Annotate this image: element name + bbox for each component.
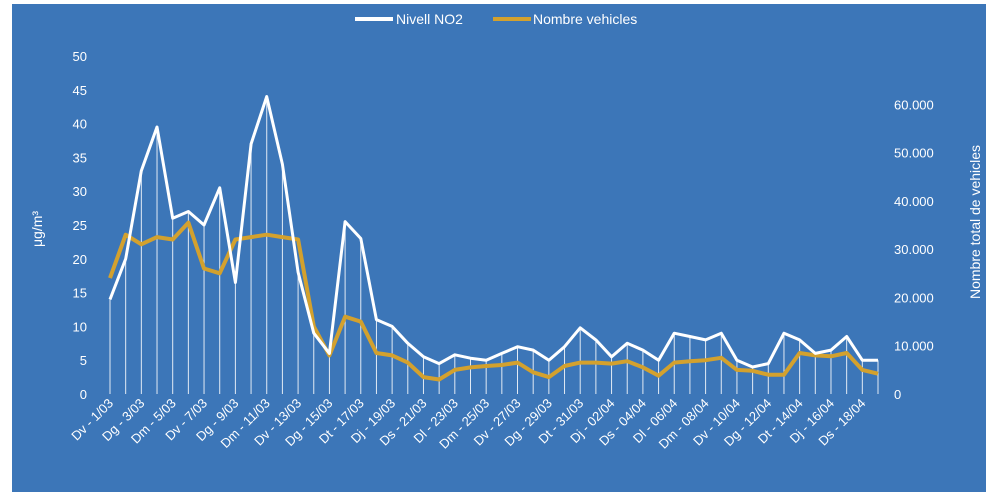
- legend-no2-label: Nivell NO2: [396, 11, 463, 27]
- series-layer: [108, 95, 879, 382]
- y-left-tick-label: 15: [73, 286, 87, 301]
- y-right-tick-label: 30.000: [894, 242, 934, 257]
- y-right-tick-label: 40.000: [894, 194, 934, 209]
- y-right-axis-title: Nombre total de vehicles: [967, 145, 983, 299]
- y-left-axis-title: μg/m³: [29, 211, 45, 247]
- y-left-ticks: 0 5 10 15 20 25 30 35 40 45 50: [73, 49, 87, 402]
- drop-lines: [109, 96, 879, 394]
- y-left-tick-label: 10: [73, 319, 87, 334]
- chart-panel: Nivell NO2 Nombre vehicles μg/m³ Nombre …: [12, 4, 986, 492]
- y-left-tick-label: 35: [73, 150, 87, 165]
- y-left-tick-label: 45: [73, 83, 87, 98]
- y-left-tick-label: 0: [80, 387, 87, 402]
- y-left-tick-label: 25: [73, 218, 87, 233]
- y-left-tick-label: 50: [73, 49, 87, 64]
- y-left-tick-label: 30: [73, 184, 87, 199]
- y-right-tick-label: 60.000: [894, 97, 934, 112]
- y-left-tick-label: 40: [73, 117, 87, 132]
- y-left-tick-label: 5: [80, 353, 87, 368]
- legend: Nivell NO2 Nombre vehicles: [355, 11, 637, 27]
- y-left-tick-label: 20: [73, 252, 87, 267]
- no2-vehicles-chart: Nivell NO2 Nombre vehicles μg/m³ Nombre …: [29, 11, 983, 452]
- y-right-tick-label: 20.000: [894, 290, 934, 305]
- y-right-tick-label: 10.000: [894, 339, 934, 354]
- series-line-nivell-no2: [108, 95, 878, 369]
- y-right-ticks: 0 10.000 20.000 30.000 40.000 50.000 60.000: [894, 97, 934, 402]
- series-line-nombre-vehicles: [108, 220, 879, 382]
- y-right-tick-label: 0: [894, 387, 901, 402]
- y-right-tick-label: 50.000: [894, 146, 934, 161]
- legend-vehicles-label: Nombre vehicles: [533, 11, 637, 27]
